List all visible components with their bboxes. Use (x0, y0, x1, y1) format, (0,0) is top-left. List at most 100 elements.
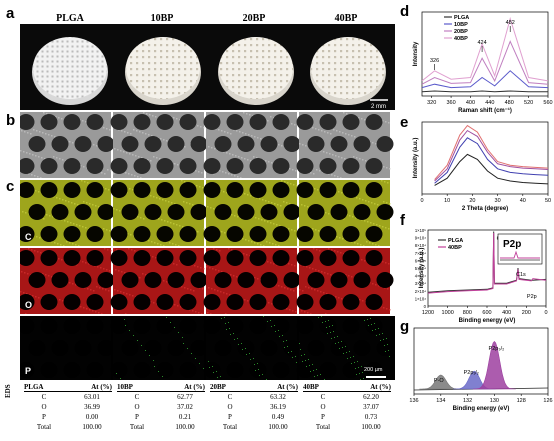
speckle (210, 313, 212, 314)
speckle (40, 252, 42, 254)
speckle (254, 242, 256, 244)
pore (203, 318, 221, 334)
speckle (28, 173, 30, 175)
panel-label-g: g (400, 318, 410, 335)
speckle (299, 289, 301, 291)
column-header-plga: PLGA (56, 13, 84, 24)
p-speckle (291, 351, 292, 352)
pore (214, 272, 232, 288)
speckle (241, 157, 243, 159)
p-speckle (249, 353, 250, 354)
speckle (96, 145, 98, 147)
speckle (358, 117, 360, 119)
speckle (312, 228, 314, 230)
speckle (336, 236, 338, 238)
speckle (88, 263, 90, 265)
speckle (301, 310, 303, 312)
speckle (221, 231, 223, 233)
speckle (342, 238, 344, 240)
pore (272, 182, 290, 198)
pore (260, 136, 278, 152)
pore (319, 318, 337, 334)
speckle (68, 201, 70, 203)
p-speckle (266, 379, 267, 380)
speckle (318, 129, 320, 131)
peak-label: P2p₁/₂ (464, 370, 479, 376)
legend-entry: 40BP (448, 245, 462, 251)
xrd-chart: 0 10 20 30 40 50 2 Theta (degree) Intensity (a.… (413, 121, 551, 212)
speckle (51, 241, 53, 243)
eds-element: O (41, 403, 47, 411)
pore (214, 136, 232, 152)
speckle (54, 136, 56, 138)
p-speckle (349, 351, 350, 352)
speckle (329, 153, 331, 155)
speckle (382, 226, 384, 228)
speckle (351, 276, 353, 278)
x-axis-label: 2 Theta (degree) (462, 206, 508, 212)
p-speckle (376, 335, 377, 336)
speckle (82, 120, 84, 122)
speckle (378, 285, 380, 287)
speckle (372, 243, 374, 245)
speckle (365, 200, 367, 202)
speckle (138, 156, 140, 158)
pore (307, 204, 325, 220)
p-speckle (364, 320, 365, 321)
speckle (377, 204, 379, 206)
pore (342, 226, 360, 242)
speckle (274, 203, 276, 205)
eds-table: PLGA At (%) C 63.01 O 36.99 P 0.00 Total 100.00 10… (20, 383, 395, 439)
speckle (170, 222, 172, 224)
p-speckle (259, 375, 260, 376)
p-speckle (292, 357, 293, 358)
eds-group-name: 20BP (210, 383, 226, 391)
pore (319, 250, 337, 266)
speckle (118, 270, 120, 272)
speckle (214, 148, 216, 150)
eds-row: Total 100.00 (117, 422, 205, 432)
speckle (181, 286, 183, 288)
speckle (388, 263, 390, 265)
pore (376, 204, 394, 220)
speckle (158, 218, 160, 220)
speckle (98, 312, 100, 314)
pore (296, 158, 314, 174)
pore (249, 158, 267, 174)
pore (249, 226, 267, 242)
eds-element: O (320, 403, 326, 411)
pore (63, 182, 81, 198)
peak-label: P-O (434, 378, 445, 384)
speckle (220, 190, 222, 192)
p-speckle (375, 329, 376, 330)
x-tick-label: 1000 (442, 310, 454, 316)
speckle (333, 129, 335, 131)
speckle (151, 241, 153, 243)
x-tick-label: 520 (524, 100, 533, 106)
pore (40, 362, 58, 378)
speckle (232, 154, 234, 156)
pore (190, 204, 208, 220)
p-speckle (286, 340, 287, 341)
speckle (277, 204, 279, 206)
eds-row: O 36.99 (24, 402, 112, 412)
speckle (73, 223, 75, 225)
map-tile (110, 180, 208, 246)
pore (110, 250, 128, 266)
p-speckle (326, 327, 327, 328)
speckle (153, 156, 155, 158)
speckle (57, 243, 59, 245)
pore (203, 362, 221, 378)
pore (133, 158, 151, 174)
speckle (229, 294, 231, 296)
speckle (87, 288, 89, 290)
speckle (268, 201, 270, 203)
pore (179, 158, 197, 174)
speckle (48, 134, 50, 136)
p-speckle (312, 364, 313, 365)
pore (20, 114, 35, 130)
speckle (99, 287, 101, 289)
speckle (28, 248, 30, 250)
speckle (161, 219, 163, 221)
p-speckle (129, 330, 130, 331)
